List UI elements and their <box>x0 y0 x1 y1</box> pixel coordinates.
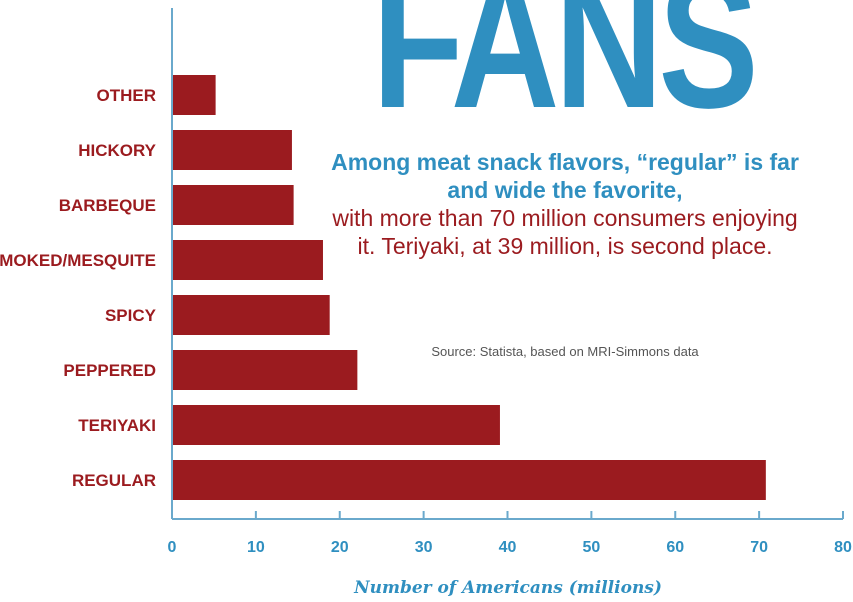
category-label-spicy: SPICY <box>105 306 157 325</box>
bar-hickory <box>173 130 292 170</box>
x-tick-label-0: 0 <box>168 539 177 556</box>
bar-smoked-mesquite <box>173 240 323 280</box>
chart-title: FANS <box>372 0 759 147</box>
category-label-smoked-mesquite: SMOKED/MESQUITE <box>0 251 156 270</box>
axes <box>171 8 844 520</box>
x-tick-label-50: 50 <box>582 539 600 556</box>
x-tick-label-70: 70 <box>750 539 768 556</box>
bar-peppered <box>173 350 358 390</box>
category-label-barbeque: BARBEQUE <box>59 196 156 215</box>
x-tick-label-30: 30 <box>415 539 433 556</box>
bar-teriyaki <box>173 405 500 445</box>
bar-spicy <box>173 295 330 335</box>
category-label-regular: REGULAR <box>72 471 156 490</box>
chart-caption: Among meat snack flavors, “regular” is f… <box>330 148 800 260</box>
caption-body: with more than 70 million consumers enjo… <box>332 205 798 260</box>
bar-regular <box>173 460 766 500</box>
category-label-other: OTHER <box>97 86 157 105</box>
x-axis-label: Number of Americans (millions) <box>354 578 662 598</box>
x-tick-label-10: 10 <box>247 539 265 556</box>
x-tick-label-80: 80 <box>834 539 852 556</box>
x-tick-label-20: 20 <box>331 539 349 556</box>
category-label-teriyaki: TERIYAKI <box>78 416 156 435</box>
caption-lead: Among meat snack flavors, “regular” is f… <box>331 149 799 204</box>
x-tick-labels: 0 10 20 30 40 50 60 70 80 <box>168 539 852 556</box>
x-tick-label-40: 40 <box>499 539 517 556</box>
category-labels: OTHER HICKORY BARBEQUE SMOKED/MESQUITE SPICY… <box>0 86 157 490</box>
category-label-peppered: PEPPERED <box>63 361 156 380</box>
bar-other <box>173 75 216 115</box>
bar-barbeque <box>173 185 294 225</box>
bars-layer <box>173 75 766 500</box>
category-label-hickory: HICKORY <box>78 141 156 160</box>
x-tick-label-60: 60 <box>666 539 684 556</box>
source-note: Source: Statista, based on MRI-Simmons d… <box>431 344 699 359</box>
